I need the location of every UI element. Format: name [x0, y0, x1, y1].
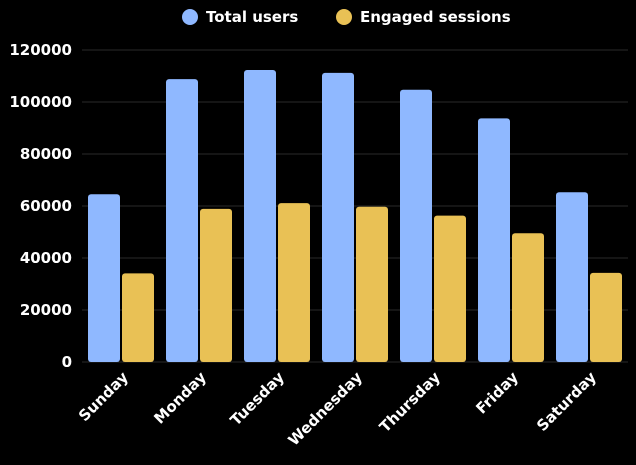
- bar-total-users: [400, 89, 432, 362]
- y-axis-ticks: 0 20000 40000 60000 80000 100000 120000: [9, 41, 72, 371]
- y-tick-label: 0: [62, 353, 72, 371]
- y-tick-label: 100000: [9, 93, 72, 111]
- y-tick-label: 20000: [20, 301, 72, 319]
- bar-engaged-sessions: [512, 233, 544, 362]
- bar-total-users: [556, 192, 588, 362]
- bar-engaged-sessions: [200, 208, 232, 362]
- bar-engaged-sessions: [122, 273, 154, 362]
- x-tick-label: Saturday: [533, 368, 600, 435]
- bar-engaged-sessions: [278, 203, 310, 362]
- grid-lines: [82, 49, 628, 363]
- x-tick-label: Friday: [472, 368, 522, 418]
- x-tick-label: Sunday: [75, 368, 132, 425]
- legend-swatch: [336, 9, 352, 25]
- legend: Total users Engaged sessions: [182, 8, 511, 26]
- bar-total-users: [166, 79, 198, 363]
- x-tick-label: Wednesday: [285, 368, 366, 449]
- legend-label: Engaged sessions: [360, 8, 511, 26]
- legend-swatch: [182, 9, 198, 25]
- bar-total-users: [88, 194, 120, 362]
- bar-engaged-sessions: [356, 206, 388, 362]
- legend-label: Total users: [206, 8, 298, 26]
- x-tick-label: Thursday: [376, 368, 444, 436]
- y-tick-label: 120000: [9, 41, 72, 59]
- bar-engaged-sessions: [434, 215, 466, 362]
- bars: [88, 70, 622, 363]
- y-tick-label: 80000: [20, 145, 72, 163]
- bar-total-users: [478, 118, 510, 362]
- bar-total-users: [322, 72, 354, 362]
- y-tick-label: 60000: [20, 197, 72, 215]
- bar-engaged-sessions: [590, 272, 622, 362]
- x-tick-label: Monday: [150, 368, 210, 428]
- y-tick-label: 40000: [20, 249, 72, 267]
- x-tick-label: Tuesday: [227, 368, 288, 429]
- bar-total-users: [244, 70, 276, 363]
